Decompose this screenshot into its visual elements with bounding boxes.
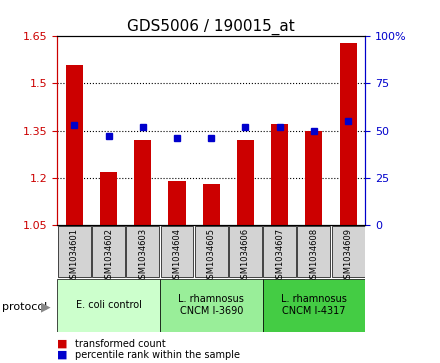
Bar — [161, 225, 194, 277]
Bar — [237, 140, 254, 225]
Title: GDS5006 / 190015_at: GDS5006 / 190015_at — [127, 19, 295, 35]
Bar — [263, 279, 365, 332]
Text: GSM1034609: GSM1034609 — [344, 228, 352, 284]
Text: GSM1034606: GSM1034606 — [241, 228, 250, 284]
Bar — [160, 279, 263, 332]
Bar — [126, 225, 159, 277]
Bar — [92, 225, 125, 277]
Text: ■: ■ — [57, 339, 68, 349]
Text: ▶: ▶ — [40, 300, 50, 313]
Bar — [100, 172, 117, 225]
Bar — [332, 225, 364, 277]
Text: L. rhamnosus
CNCM I-4317: L. rhamnosus CNCM I-4317 — [281, 294, 347, 316]
Bar — [229, 225, 262, 277]
Text: percentile rank within the sample: percentile rank within the sample — [75, 350, 240, 360]
Text: GSM1034603: GSM1034603 — [138, 228, 147, 284]
Bar — [297, 225, 330, 277]
Bar — [195, 225, 227, 277]
Text: transformed count: transformed count — [75, 339, 165, 349]
Bar — [58, 225, 91, 277]
Text: GSM1034604: GSM1034604 — [172, 228, 181, 284]
Text: E. coli control: E. coli control — [76, 300, 142, 310]
Text: GSM1034601: GSM1034601 — [70, 228, 79, 284]
Text: protocol: protocol — [2, 302, 48, 312]
Text: GSM1034607: GSM1034607 — [275, 228, 284, 284]
Bar — [271, 125, 288, 225]
Bar — [57, 279, 160, 332]
Bar — [340, 42, 357, 225]
Bar — [66, 65, 83, 225]
Bar — [134, 140, 151, 225]
Bar — [263, 225, 296, 277]
Text: GSM1034602: GSM1034602 — [104, 228, 113, 284]
Text: GSM1034605: GSM1034605 — [207, 228, 216, 284]
Text: GSM1034608: GSM1034608 — [309, 228, 319, 284]
Bar — [305, 131, 323, 225]
Text: L. rhamnosus
CNCM I-3690: L. rhamnosus CNCM I-3690 — [178, 294, 244, 316]
Text: ■: ■ — [57, 350, 68, 360]
Bar — [169, 181, 186, 225]
Bar — [203, 184, 220, 225]
